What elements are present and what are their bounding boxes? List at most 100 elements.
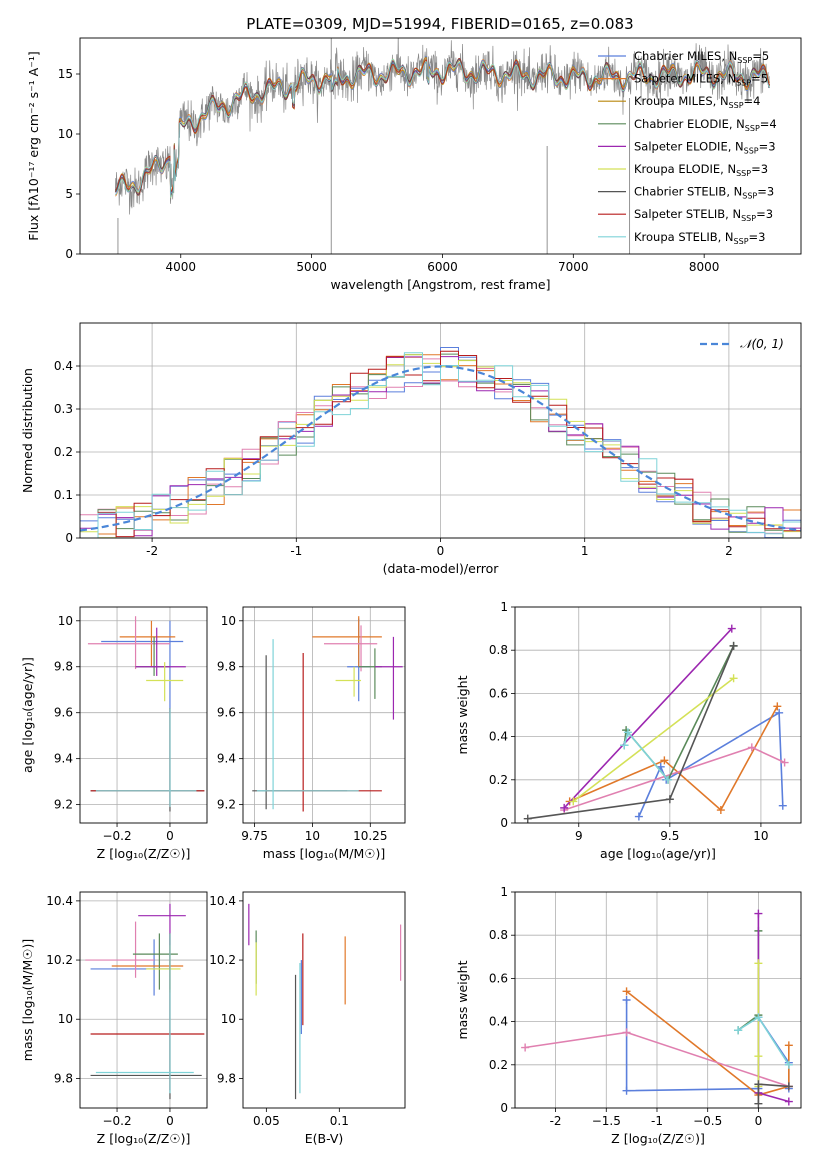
axes-frame [242,606,406,824]
plot-area [114,38,770,254]
x-axis-label: Z [log₁₀(Z/Z☉)] [97,1131,191,1146]
legend-label-main: Chabrier ELODIE, N [634,117,745,131]
series-kroupa-elodie-marker [569,797,578,806]
x-axis-label: Z [log₁₀(Z/Z☉)] [611,1131,705,1146]
panel-mass-vs-Z: −0.2 0 9.8 10 10.2 10.4 Z [log₁₀(Z/Z☉)] mass [l… [20,891,208,1146]
series-kroupa-stelib-marker [754,1013,763,1022]
legend-label-n: =3 [759,139,776,153]
series-kroupa-stelib-line [623,730,669,781]
panel-weight-vs-Z: -2 −1.5 -1 −0.5 0 0 0.2 0.4 0.6 0.8 1 Z [log₁₀(Z/Z☉… [455,885,802,1146]
y-tick-label: 0.2 [489,1058,508,1072]
x-tick-label: 0.1 [330,1114,349,1128]
legend-label-main: Salpeter ELODIE, N [634,139,744,153]
y-axis-label: mass [log₁₀(M/M☉)] [20,939,35,1061]
y-tick-label: 9.6 [54,706,73,720]
x-tick-label: −1.5 [592,1114,621,1128]
series-salpeter-miles-marker [716,806,725,815]
series-salpeter-miles-line [569,706,779,812]
series-chabrier-miles-marker [778,801,787,810]
legend-label-n: =3 [756,207,773,221]
x-tick-label: -2 [550,1114,562,1128]
x-tick-label: 10 [305,829,320,843]
x-tick-label: 0 [166,829,174,843]
panel-age-vs-mass: 9.75 10 10.25 9.2 9.4 9.6 9.8 10 mass [log₁₀(M/M… [217,606,406,861]
y-tick-label: 9.8 [54,660,73,674]
legend-label-sub: SSP [736,79,751,88]
axes-frame [242,891,406,1109]
y-tick-label: 10.4 [209,894,236,908]
y-tick-label: 0.6 [489,686,508,700]
legend-label-main: Kroupa ELODIE, N [634,162,736,176]
panel-residuals: -2 -1 0 1 2 0 0.1 0.2 0.3 0.4 (data-model)/error No… [20,322,802,576]
series-pink-line [563,746,785,811]
y-tick-label: 1 [500,600,508,614]
plot-area [521,909,793,1108]
series-salpeter-miles-marker [784,1041,793,1050]
y-axis-label: mass weight [455,960,470,1039]
series-kroupa-elodie-marker [754,1052,763,1061]
histogram-kroupa-stelib [80,352,801,538]
x-axis-label: age [log₁₀(age/yr)] [600,846,716,861]
series-salpeter-elodie-line [563,628,733,809]
model-kroupa-stelib [115,58,770,199]
x-tick-label: 9.5 [660,829,679,843]
y-tick-label: 0.6 [489,971,508,985]
legend-label-main: Chabrier MILES, N [634,49,737,63]
series-salpeter-miles-marker [773,702,782,711]
x-tick-label: −0.2 [102,1114,131,1128]
y-tick-label: 10 [221,614,236,628]
series-salpeter-miles-marker [622,987,631,996]
y-axis-label: mass weight [455,675,470,754]
y-tick-label: 0.2 [489,773,508,787]
y-tick-label: 9.2 [217,798,236,812]
legend-label-sub: SSP [737,56,752,65]
series-salpeter-elodie-line [757,913,790,1103]
y-tick-label: 0.4 [54,359,73,373]
y-tick-label: 9.4 [54,752,73,766]
series-salpeter-elodie-marker [727,624,736,633]
legend-label-sub: SSP [745,124,760,133]
series-chabrier-miles-marker [622,996,631,1004]
legend-label-sub: SSP [741,214,756,223]
y-tick-label: 0 [65,531,73,545]
series-pink-marker [521,1043,530,1052]
legend-label-sub: SSP [729,101,744,110]
y-tick-label: 10.2 [46,953,73,967]
plot-area [523,624,789,823]
y-tick-label: 0.4 [489,730,508,744]
series-chabrier-stelib-marker [784,1082,793,1091]
panel-age-vs-Z: −0.2 0 9.2 9.4 9.6 9.8 10 Z [log₁₀(Z/Z☉)] age [l… [20,606,208,861]
y-tick-label: 0.8 [489,643,508,657]
legend-label: Salpeter STELIB, NSSP=3 [634,207,773,223]
series-kroupa-stelib-marker [784,1060,793,1069]
legend-label: 𝒩(0, 1) [740,337,784,351]
series-kroupa-stelib-marker [664,775,673,784]
x-tick-label: 9.75 [241,829,268,843]
x-tick-label: -2 [146,544,158,558]
legend-label-main: Kroupa STELIB, N [634,230,734,244]
series-chabrier-stelib-marker [754,1099,763,1108]
legend-label: Salpeter MILES, NSSP=5 [634,72,768,88]
series-salpeter-elodie-marker [754,909,763,918]
y-tick-label: 0.3 [54,402,73,416]
model-chabrier-stelib [115,58,770,196]
legend-label-n: =3 [757,185,774,199]
y-tick-label: 0 [500,1101,508,1115]
legend-label-n: =5 [751,72,768,86]
y-tick-label: 9.8 [217,1071,236,1085]
y-tick-label: 0.4 [489,1015,508,1029]
x-tick-label: 0.05 [253,1114,280,1128]
legend-label: Chabrier MILES, NSSP=5 [634,49,769,65]
x-tick-label: 5000 [296,260,327,274]
x-tick-label: 8000 [689,260,720,274]
plot-area [252,616,403,812]
x-axis-label: (data-model)/error [383,561,500,576]
x-tick-label: −0.2 [102,829,131,843]
legend-label: Kroupa ELODIE, NSSP=3 [634,162,768,178]
series-kroupa-elodie-line [572,677,735,803]
legend-label: Kroupa STELIB, NSSP=3 [634,230,765,246]
axes-frame [79,37,802,255]
panel-weight-vs-age: 9 9.5 10 0 0.2 0.4 0.6 0.8 1 age [log₁₀(age/yr)] m… [455,600,802,861]
y-tick-label: 10 [58,127,73,141]
